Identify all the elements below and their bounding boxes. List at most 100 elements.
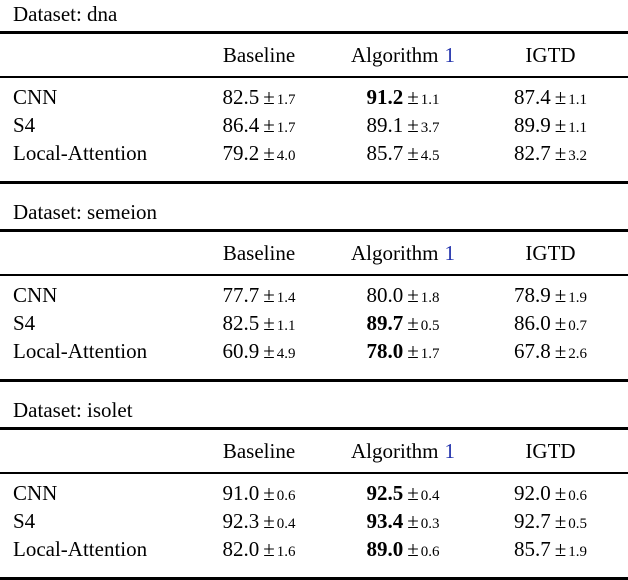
table-row: S4 86.4 ±1.7 89.1 ±3.7 89.9 ±1.1 <box>0 113 628 141</box>
plus-minus-symbol: ± <box>554 85 567 109</box>
metric-value: 86.4 <box>222 113 260 137</box>
metric-value: 82.5 <box>222 311 260 335</box>
plus-minus-symbol: ± <box>554 509 567 533</box>
model-label: Local-Attention <box>13 141 148 165</box>
plus-minus-symbol: ± <box>407 481 419 505</box>
column-header-igtd: IGTD <box>473 230 628 276</box>
header-row: Baseline Algorithm 1 IGTD <box>0 32 628 78</box>
metric-error: 1.4 <box>276 290 296 306</box>
metric-cell: 80.0 ±1.8 <box>333 275 473 311</box>
plus-minus-symbol: ± <box>554 141 567 165</box>
metric-value: 89.0 <box>366 537 404 561</box>
algorithm-ref-link[interactable]: 1 <box>444 43 456 67</box>
model-label: CNN <box>13 85 58 109</box>
metric-error: 1.7 <box>420 346 440 362</box>
column-header-empty <box>0 428 185 474</box>
plus-minus-symbol: ± <box>407 283 419 307</box>
metric-value: 89.9 <box>513 113 551 137</box>
model-label: CNN <box>13 283 58 307</box>
metric-cell: 89.7 ±0.5 <box>333 311 473 339</box>
metric-cell: 78.9 ±1.9 <box>473 275 628 311</box>
metric-error: 0.5 <box>420 318 440 334</box>
plus-minus-symbol: ± <box>554 113 567 137</box>
metric-cell: 91.0 ±0.6 <box>185 473 333 509</box>
table-row: Local-Attention 82.0 ±1.6 89.0 ±0.6 85.7 ±1.9 <box>0 537 628 579</box>
plus-minus-symbol: ± <box>263 311 275 335</box>
column-header-algorithm: Algorithm 1 <box>333 32 473 78</box>
plus-minus-symbol: ± <box>407 141 419 165</box>
plus-minus-symbol: ± <box>407 537 419 561</box>
plus-minus-symbol: ± <box>554 537 567 561</box>
metric-error: 1.1 <box>420 92 440 108</box>
metric-value: 87.4 <box>513 85 551 109</box>
plus-minus-symbol: ± <box>263 113 275 137</box>
metric-error: 0.3 <box>420 516 440 532</box>
metric-error: 0.4 <box>420 488 440 504</box>
column-header-algorithm-text: Algorithm <box>351 439 439 463</box>
plus-minus-symbol: ± <box>263 509 275 533</box>
metric-cell: 82.7 ±3.2 <box>473 141 628 183</box>
dataset-label: Dataset: semeion <box>13 200 158 224</box>
metric-cell: 78.0 ±1.7 <box>333 339 473 381</box>
table-body: CNN 91.0 ±0.6 92.5 ±0.4 92.0 ±0.6 S4 92.3 ±0.4 93.… <box>0 473 628 579</box>
plus-minus-symbol: ± <box>554 481 567 505</box>
algorithm-ref-link[interactable]: 1 <box>444 439 456 463</box>
algorithm-ref-link[interactable]: 1 <box>444 241 456 265</box>
metric-error: 0.6 <box>568 488 588 504</box>
metric-error: 2.6 <box>568 346 588 362</box>
model-label: Local-Attention <box>13 339 148 363</box>
plus-minus-symbol: ± <box>263 339 275 363</box>
metric-error: 1.7 <box>276 120 296 136</box>
dataset-label: Dataset: dna <box>13 2 118 26</box>
table-row: S4 92.3 ±0.4 93.4 ±0.3 92.7 ±0.5 <box>0 509 628 537</box>
metric-value: 92.5 <box>366 481 404 505</box>
metric-value: 93.4 <box>366 509 404 533</box>
model-label: Local-Attention <box>13 537 148 561</box>
model-label: S4 <box>13 113 36 137</box>
model-label: CNN <box>13 481 58 505</box>
metric-cell: 82.5 ±1.1 <box>185 311 333 339</box>
dataset-results-section: Dataset: isolet Baseline Algorithm 1 IGTD… <box>0 398 628 580</box>
metric-cell: 82.0 ±1.6 <box>185 537 333 579</box>
table-header: Baseline Algorithm 1 IGTD <box>0 32 628 78</box>
results-table: Baseline Algorithm 1 IGTD CNN 77.7 ±1.4 80.0… <box>0 229 628 382</box>
metric-cell: 82.5 ±1.7 <box>185 77 333 113</box>
column-header-baseline: Baseline <box>185 32 333 78</box>
metric-value: 86.0 <box>513 311 551 335</box>
column-header-baseline: Baseline <box>185 230 333 276</box>
metric-value: 89.7 <box>366 311 404 335</box>
metric-value: 77.7 <box>222 283 260 307</box>
column-header-algorithm-text: Algorithm <box>351 241 439 265</box>
header-row: Baseline Algorithm 1 IGTD <box>0 428 628 474</box>
metric-value: 67.8 <box>513 339 551 363</box>
metric-value: 85.7 <box>513 537 551 561</box>
metric-cell: 79.2 ±4.0 <box>185 141 333 183</box>
metric-cell: 91.2 ±1.1 <box>333 77 473 113</box>
table-row: CNN 77.7 ±1.4 80.0 ±1.8 78.9 ±1.9 <box>0 275 628 311</box>
metric-error: 1.8 <box>420 290 440 306</box>
metric-error: 4.5 <box>420 148 440 164</box>
plus-minus-symbol: ± <box>407 311 419 335</box>
metric-value: 82.7 <box>513 141 551 165</box>
metric-cell: 87.4 ±1.1 <box>473 77 628 113</box>
plus-minus-symbol: ± <box>407 113 419 137</box>
column-header-empty <box>0 32 185 78</box>
plus-minus-symbol: ± <box>407 85 419 109</box>
metric-error: 0.7 <box>568 318 588 334</box>
column-header-algorithm-text: Algorithm <box>351 43 439 67</box>
metric-error: 1.1 <box>276 318 296 334</box>
plus-minus-symbol: ± <box>263 141 275 165</box>
metric-error: 3.7 <box>420 120 440 136</box>
metric-error: 1.1 <box>568 92 588 108</box>
metric-error: 3.2 <box>568 148 588 164</box>
column-header-igtd: IGTD <box>473 428 628 474</box>
metric-value: 92.0 <box>513 481 551 505</box>
plus-minus-symbol: ± <box>263 537 275 561</box>
metric-error: 4.0 <box>276 148 296 164</box>
table-row: Local-Attention 79.2 ±4.0 85.7 ±4.5 82.7 ±3.2 <box>0 141 628 183</box>
dataset-results-section: Dataset: semeion Baseline Algorithm 1 IGT… <box>0 200 628 382</box>
metric-error: 1.7 <box>276 92 296 108</box>
dataset-results-section: Dataset: dna Baseline Algorithm 1 IGTD CN… <box>0 2 628 184</box>
table-row: CNN 91.0 ±0.6 92.5 ±0.4 92.0 ±0.6 <box>0 473 628 509</box>
